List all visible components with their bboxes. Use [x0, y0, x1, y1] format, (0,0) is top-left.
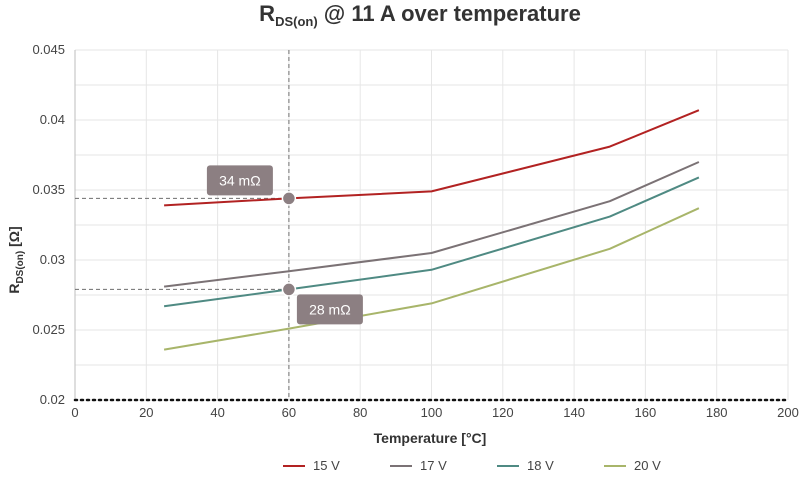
y-tick-label: 0.045: [32, 42, 65, 57]
series-line-15v: [164, 109, 700, 207]
axes: [73, 50, 790, 402]
y-axis-title-rest: [Ω]: [6, 226, 22, 250]
x-tick-label: 140: [563, 405, 585, 420]
y-axis-title: RDS(on) [Ω]: [6, 226, 26, 293]
x-tick-label: 100: [421, 405, 443, 420]
x-tick-label: 80: [353, 405, 367, 420]
y-tick-label: 0.025: [32, 322, 65, 337]
y-tick-label: 0.02: [40, 392, 65, 407]
grid: [75, 49, 789, 400]
chart-title-rest: @ 11 A over temperature: [318, 1, 581, 26]
y-tick-label: 0.03: [40, 252, 65, 267]
y-axis-title-main: R: [6, 284, 22, 294]
y-tick-label: 0.04: [40, 112, 65, 127]
chart-title: RDS(on) @ 11 A over temperature: [259, 1, 581, 29]
series-line-20v: [163, 207, 700, 351]
x-axis-title: Temperature [°C]: [374, 430, 487, 446]
y-tick-label: 0.035: [32, 182, 65, 197]
legend-label: 18 V: [527, 458, 554, 473]
x-tick-label: 180: [706, 405, 728, 420]
annotation-label-box: [296, 294, 363, 325]
guide-lines: [75, 50, 290, 400]
chart-title-sub: DS(on): [275, 14, 318, 29]
x-tick-label: 200: [777, 405, 799, 420]
annotation-marker: [281, 282, 297, 297]
y-tick-labels: 0.02 0.025 0.03 0.035 0.04 0.045: [32, 42, 65, 407]
series-group: [163, 109, 700, 351]
annotation-label: 34 mΩ: [219, 172, 261, 188]
series-line-17v: [163, 161, 700, 288]
annotation-label: 28 mΩ: [309, 301, 351, 317]
x-tick-labels: 0 20 40 60 80 100 120 140 160 180 200: [71, 405, 798, 420]
x-tick-label: 160: [635, 405, 657, 420]
legend: 15 V 17 V 18 V 20 V: [283, 458, 661, 473]
x-tick-label: 0: [71, 405, 78, 420]
legend-label: 17 V: [420, 458, 447, 473]
y-axis-title-sub: DS(on): [15, 251, 26, 284]
annotation-marker: [281, 191, 297, 206]
x-tick-label: 120: [492, 405, 514, 420]
series-line-18v: [163, 176, 700, 308]
x-tick-label: 60: [282, 405, 296, 420]
legend-label: 20 V: [634, 458, 661, 473]
legend-label: 15 V: [313, 458, 340, 473]
annotations: 34 mΩ 28 mΩ: [206, 165, 363, 325]
annotation-label-box: [206, 165, 273, 196]
chart-title-main: R: [259, 1, 275, 26]
x-tick-label: 20: [139, 405, 153, 420]
x-tick-label: 40: [210, 405, 224, 420]
